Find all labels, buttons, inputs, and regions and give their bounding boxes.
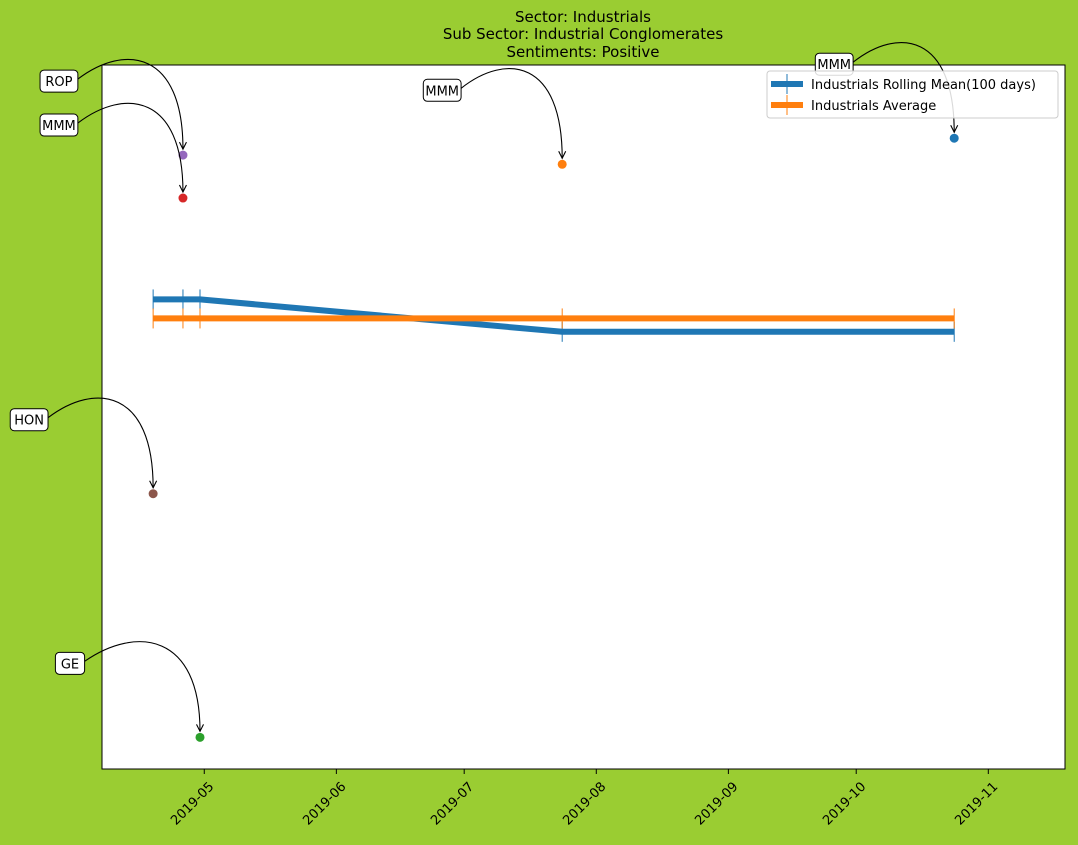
annotation-box-0 (39, 69, 79, 93)
annotation-arrowhead-2 (558, 151, 567, 160)
annotation-3: MMM (814, 42, 959, 143)
annotation-label-1: MMM (42, 119, 76, 134)
annotation-label-2: MMM (425, 84, 459, 99)
annotation-point-4 (148, 489, 158, 499)
annotation-layer: ROP MMM MMM MMM HON GE (9, 42, 959, 742)
annotation-arrowhead-3 (950, 124, 959, 134)
chart-title-line-1: Sector: Industrials (515, 8, 651, 26)
plot-area (101, 64, 1066, 770)
legend-entry-average: Industrials Average (771, 95, 936, 115)
annotation-0: ROP (39, 58, 188, 160)
annotation-box-2 (422, 78, 462, 102)
annotation-point-0 (178, 150, 188, 160)
annotation-arrow-1 (77, 102, 184, 193)
x-tick-label-0: 2019-05 (168, 779, 217, 828)
legend-label-average: Industrials Average (811, 99, 936, 114)
annotation-box-4 (9, 408, 49, 432)
annotation-point-1 (178, 193, 188, 203)
annotation-2: MMM (422, 68, 567, 169)
legend: Industrials Rolling Mean(100 days) Indus… (766, 70, 1059, 119)
annotation-4: HON (9, 397, 158, 499)
x-tick-label-4: 2019-09 (692, 779, 741, 828)
annotation-label-4: HON (14, 414, 44, 429)
x-tick-label-6: 2019-11 (952, 779, 1001, 828)
x-tick-label-5: 2019-10 (820, 779, 869, 828)
annotation-arrowhead-5 (196, 724, 204, 733)
chart-title-line-2: Sub Sector: Industrial Conglomerates (443, 25, 724, 43)
annotation-box-1 (39, 113, 79, 137)
x-tick-label-2: 2019-07 (428, 779, 477, 828)
series-layer (152, 289, 955, 342)
annotation-1: MMM (39, 102, 188, 203)
annotation-arrowhead-4 (149, 480, 158, 489)
annotation-arrow-2 (460, 68, 563, 159)
annotation-box-5 (54, 651, 86, 675)
annotation-point-3 (949, 133, 959, 143)
annotation-label-3: MMM (817, 58, 851, 73)
annotation-arrow-5 (84, 641, 201, 732)
legend-label-rolling-mean: Industrials Rolling Mean(100 days) (811, 78, 1036, 93)
annotation-arrowhead-0 (178, 141, 187, 151)
annotation-arrow-4 (47, 397, 154, 488)
legend-box (766, 70, 1059, 119)
x-tick-label-1: 2019-06 (300, 779, 349, 828)
chart-title-line-3: Sentiments: Positive (507, 43, 660, 61)
annotation-5: GE (54, 641, 205, 742)
annotation-arrowhead-1 (178, 184, 187, 194)
annotation-label-0: ROP (45, 75, 72, 90)
annotation-point-2 (557, 159, 567, 169)
annotation-point-5 (195, 732, 205, 742)
x-axis: 2019-05 2019-06 2019-07 2019-08 2019-09 2019-… (168, 769, 1001, 828)
annotation-arrow-0 (77, 58, 184, 150)
legend-entry-rolling-mean: Industrials Rolling Mean(100 days) (771, 74, 1036, 94)
x-tick-label-3: 2019-08 (560, 779, 609, 828)
annotation-label-5: GE (61, 657, 79, 672)
